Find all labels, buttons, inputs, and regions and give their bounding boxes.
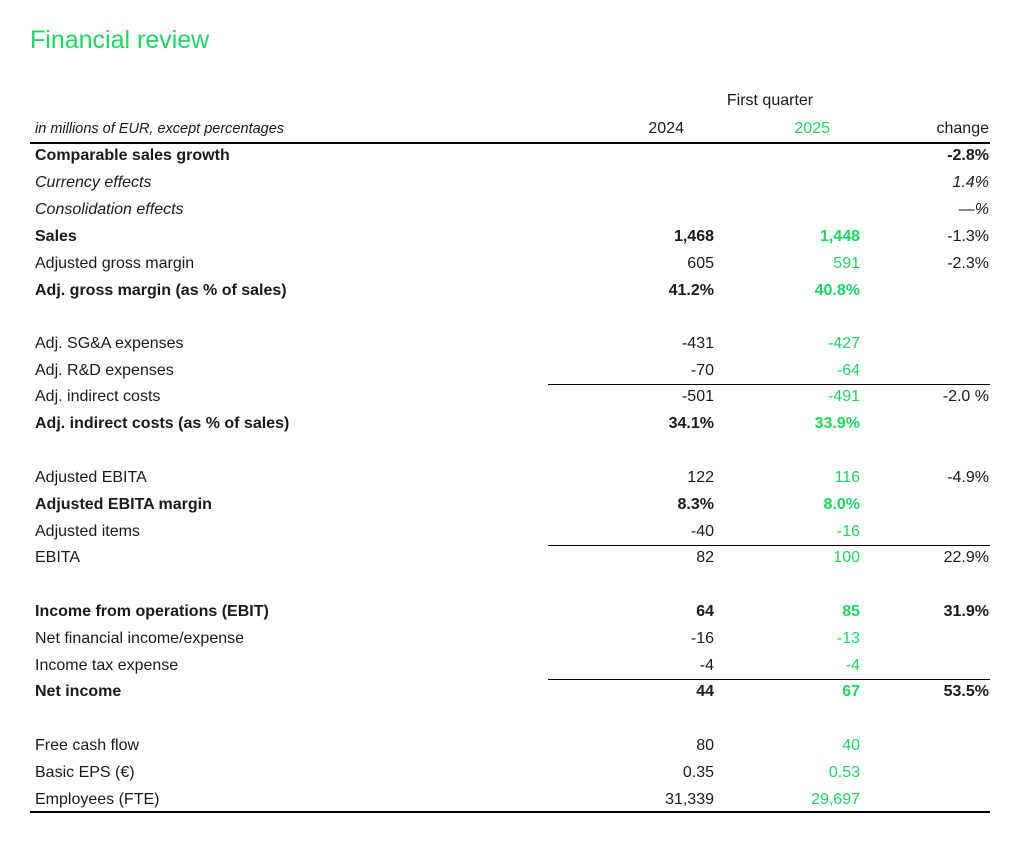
column-header-2024: 2024 [648,120,684,137]
value-2025: 40.8% [814,282,860,299]
table-row: Income from operations (EBIT) 64 85 31.9… [30,599,990,626]
value-2024: 41.2% [668,282,714,299]
table-row: Adj. indirect costs (as % of sales) 34.1… [30,411,990,438]
value-2024: -70 [690,362,714,379]
row-label: Adjusted gross margin [35,255,195,272]
row-label: Employees (FTE) [35,791,160,808]
table-row: Basic EPS (€) 0.35 0.53 [30,760,990,787]
row-label: Adjusted EBITA margin [35,496,212,513]
value-2024: -501 [681,388,714,405]
table-row: Adjusted EBITA margin 8.3% 8.0% [30,492,990,519]
value-2025: 85 [842,603,860,620]
column-header-2025: 2025 [794,120,830,137]
value-2025: -13 [836,630,860,647]
value-2025: 67 [842,683,860,700]
row-label: EBITA [35,549,81,566]
value-2025: 33.9% [814,415,860,432]
units-note: in millions of EUR, except percentages [35,121,285,137]
row-label: Adj. R&D expenses [35,362,174,379]
value-2024: 8.3% [677,496,714,513]
row-label: Free cash flow [35,737,140,754]
value-change: 31.9% [943,603,989,620]
value-2024: -16 [690,630,714,647]
table-row: Adjusted gross margin 605 591 -2.3% [30,251,990,278]
table-row: Sales 1,468 1,448 -1.3% [30,224,990,251]
row-label: Net financial income/expense [35,630,245,647]
value-2024: 80 [696,737,714,754]
page-title: Financial review [30,26,210,54]
value-2024: 122 [687,469,714,486]
value-2024: 64 [696,603,714,620]
row-label: Basic EPS (€) [35,764,135,781]
row-label: Adj. SG&A expenses [35,335,184,352]
value-change: -2.8% [947,147,989,164]
value-change: -1.3% [947,228,989,245]
value-2024: 44 [696,683,714,700]
table-row: Adj. SG&A expenses -431 -427 [30,331,990,358]
value-2025: 8.0% [823,496,860,513]
value-2024: 1,468 [673,228,714,245]
value-2025: -4 [845,657,860,674]
table-top-rule [30,142,990,144]
table-row: Adj. R&D expenses -70 -64 [30,358,990,385]
table-row: Comparable sales growth -2.8% [30,143,990,170]
value-2025: 1,448 [819,228,860,245]
table-row: Consolidation effects —% [30,197,990,224]
table-row: Adj. indirect costs -501 -491 -2.0 % [30,384,990,411]
row-label: Currency effects [35,174,152,191]
table-row: Adjusted EBITA 122 116 -4.9% [30,465,990,492]
value-2025: -491 [827,388,860,405]
table-row: Net financial income/expense -16 -13 [30,626,990,653]
row-label: Adj. indirect costs (as % of sales) [35,415,290,432]
value-2025: 29,697 [811,791,860,808]
table-row: Free cash flow 80 40 [30,733,990,760]
value-2024: -4 [699,657,714,674]
value-2025: 591 [833,255,860,272]
row-label: Income tax expense [35,657,179,674]
table-bottom-rule [30,811,990,813]
table-row: Adj. gross margin (as % of sales) 41.2% … [30,278,990,305]
value-change: -2.0 % [942,388,989,405]
value-2024: 82 [696,549,714,566]
value-2024: 605 [687,255,714,272]
row-label: Comparable sales growth [35,147,230,164]
value-2024: 0.35 [682,764,714,781]
value-2024: 31,339 [665,791,714,808]
table-row: Income tax expense -4 -4 [30,653,990,680]
value-2024: 34.1% [668,415,714,432]
value-2025: 116 [834,469,860,486]
row-label: Consolidation effects [35,201,184,218]
row-label: Income from operations (EBIT) [35,603,269,620]
value-change: 1.4% [952,174,989,191]
row-label: Net income [35,683,122,700]
value-change: -2.3% [947,255,989,272]
value-2025: 40 [842,737,860,754]
value-change: -4.9% [947,469,989,486]
value-2024: -431 [681,335,714,352]
table-row: Employees (FTE) 31,339 29,697 [30,787,990,814]
table-row: Currency effects 1.4% [30,170,990,197]
row-label: Sales [35,228,77,245]
value-2025: -64 [836,362,860,379]
value-change: 22.9% [943,549,989,566]
row-label: Adj. gross margin (as % of sales) [35,282,287,299]
period-header: First quarter [726,92,814,109]
value-change: 53.5% [943,683,989,700]
row-label: Adjusted items [35,523,140,540]
value-2024: -40 [690,523,714,540]
table-row: Net income 44 67 53.5% [30,679,990,706]
value-change: —% [958,201,989,218]
value-2025: 100 [833,549,860,566]
table-row: Adjusted items -40 -16 [30,519,990,546]
row-label: Adjusted EBITA [35,469,147,486]
value-2025: 0.53 [828,764,860,781]
row-label: Adj. indirect costs [35,388,161,405]
value-2025: -427 [827,335,860,352]
value-2025: -16 [836,523,860,540]
column-header-change: change [936,120,990,137]
table-row: EBITA 82 100 22.9% [30,545,990,572]
